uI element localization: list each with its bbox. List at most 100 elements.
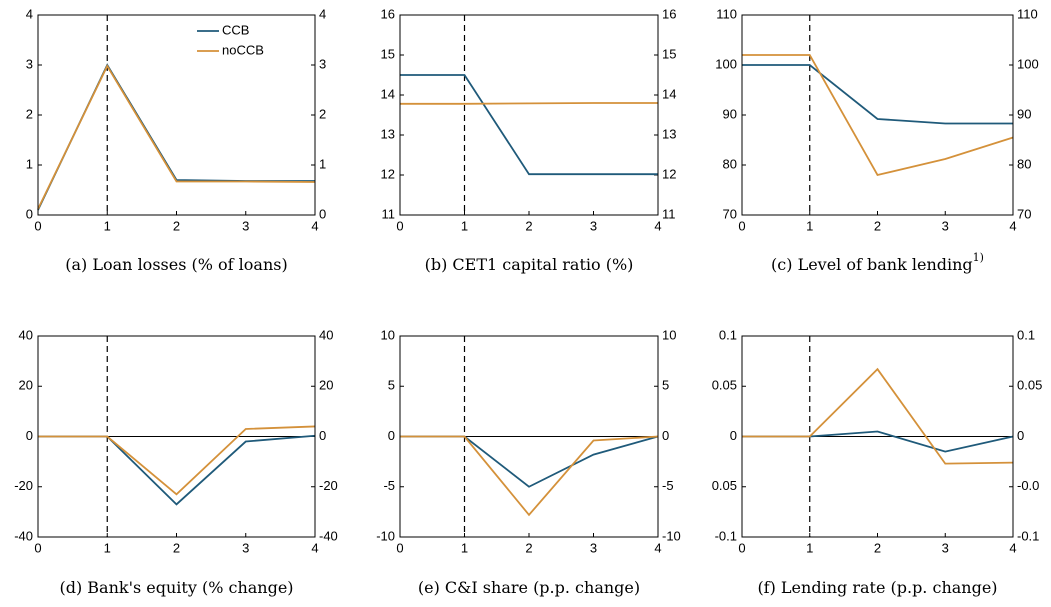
y2-tick-label: 12 xyxy=(662,166,676,181)
y2-tick-label: 20 xyxy=(319,378,333,393)
y-tick-label: 90 xyxy=(723,106,737,121)
x-tick-label: 4 xyxy=(654,540,661,555)
x-tick-label: 2 xyxy=(173,218,180,233)
x-tick-label: 2 xyxy=(874,218,881,233)
series-line xyxy=(38,425,316,496)
y2-tick-label: 100 xyxy=(1017,56,1039,71)
y-tick-label: 0.05 xyxy=(712,478,737,493)
y-tick-label: 13 xyxy=(381,126,395,141)
y2-tick-label: -5 xyxy=(662,478,674,493)
panel: -10 -5 0 5 10 -10 -5 0 5 10 0 1 2 3 4 (e) C&I share (p.… xyxy=(376,327,681,596)
y2-tick-label: 4 xyxy=(319,6,326,21)
x-tick-label: 0 xyxy=(738,218,745,233)
series-line xyxy=(742,64,1013,125)
y2-tick-label: 110 xyxy=(1017,6,1038,21)
series-line xyxy=(400,435,659,488)
x-tick-label: 0 xyxy=(34,540,41,555)
caption-text: (f) Lending rate (p.p. change) xyxy=(757,578,997,597)
panel: 70 80 90 100 110 70 80 90 100 110 0 1 2 3 4 (c) Level o… xyxy=(715,6,1038,273)
y2-tick-label: 16 xyxy=(662,6,676,21)
legend-label: CCB xyxy=(222,22,249,37)
y2-tick-label: -0.0 xyxy=(1017,478,1039,493)
x-tick-label: 3 xyxy=(242,218,249,233)
series-line xyxy=(742,430,1014,453)
x-tick-label: 3 xyxy=(242,540,249,555)
series-line xyxy=(400,102,658,105)
y-tick-label: 80 xyxy=(723,156,737,171)
y-tick-label: 14 xyxy=(381,86,395,101)
y-tick-label: 70 xyxy=(723,206,737,221)
y-tick-label: 0 xyxy=(26,206,33,221)
plot-frame xyxy=(399,335,659,538)
y2-tick-label: 3 xyxy=(319,56,326,71)
caption-text: (a) Loan losses (% of loans) xyxy=(65,255,287,274)
y-tick-label: 20 xyxy=(19,378,33,393)
y2-tick-label: 70 xyxy=(1017,206,1031,221)
y-tick-label: 110 xyxy=(716,6,737,21)
series-line xyxy=(37,63,315,211)
y2-tick-label: 1 xyxy=(319,156,326,171)
y2-tick-label: 15 xyxy=(662,46,676,61)
y-tick-label: 100 xyxy=(715,56,737,71)
y2-tick-label: 11 xyxy=(662,206,676,221)
caption: (e) C&I share (p.p. change) xyxy=(418,578,640,597)
y-tick-label: 0.05 xyxy=(712,378,737,393)
caption: (d) Bank's equity (% change) xyxy=(59,578,293,597)
series-line xyxy=(742,367,1014,465)
y-tick-label: 40 xyxy=(19,327,33,342)
legend-label: noCCB xyxy=(222,42,264,57)
y2-tick-label: 2 xyxy=(319,106,326,121)
y-tick-label: 15 xyxy=(381,46,395,61)
y-tick-label: 0 xyxy=(730,428,737,443)
y2-tick-label: 13 xyxy=(662,126,676,141)
caption: (b) CET1 capital ratio (%) xyxy=(425,255,634,274)
y2-tick-label: 0 xyxy=(319,206,326,221)
y2-tick-label: -20 xyxy=(319,478,338,493)
y2-tick-label: 0.05 xyxy=(1017,378,1042,393)
y-tick-label: 11 xyxy=(382,206,396,221)
caption: (f) Lending rate (p.p. change) xyxy=(757,578,997,597)
caption-note: 1) xyxy=(973,251,984,264)
caption: (c) Level of bank lending1) xyxy=(771,251,984,274)
y-tick-label: 4 xyxy=(26,6,33,21)
plot-frame xyxy=(741,335,1014,538)
x-tick-label: 4 xyxy=(1009,218,1016,233)
y2-tick-label: 90 xyxy=(1017,106,1031,121)
x-tick-label: 0 xyxy=(34,218,41,233)
y-tick-label: 0 xyxy=(26,428,33,443)
x-tick-label: 1 xyxy=(806,540,813,555)
x-tick-label: 4 xyxy=(311,540,318,555)
x-tick-label: 1 xyxy=(104,218,111,233)
x-tick-label: 3 xyxy=(942,540,949,555)
x-tick-label: 2 xyxy=(525,540,532,555)
x-tick-label: 0 xyxy=(738,540,745,555)
y2-tick-label: 0 xyxy=(1017,428,1024,443)
caption-text: (e) C&I share (p.p. change) xyxy=(418,578,640,597)
plot-frame xyxy=(37,335,316,538)
plot-frame xyxy=(741,14,1014,216)
y2-tick-label: -10 xyxy=(662,528,681,543)
x-tick-label: 1 xyxy=(104,540,111,555)
y-tick-label: -40 xyxy=(14,528,33,543)
series-line xyxy=(400,435,659,517)
y-tick-label: 0 xyxy=(388,428,395,443)
y2-tick-label: 0 xyxy=(662,428,669,443)
x-tick-label: 2 xyxy=(874,540,881,555)
y-tick-label: 1 xyxy=(26,156,33,171)
y-tick-label: 12 xyxy=(381,166,395,181)
y-tick-label: -5 xyxy=(383,478,395,493)
x-tick-label: 1 xyxy=(461,218,468,233)
series-line xyxy=(37,64,316,210)
y2-tick-label: -40 xyxy=(319,528,338,543)
caption-text: (b) CET1 capital ratio (%) xyxy=(425,255,634,274)
y-tick-label: 10 xyxy=(381,327,395,342)
y2-tick-label: 10 xyxy=(662,327,676,342)
y2-tick-label: -0.1 xyxy=(1017,528,1039,543)
x-tick-label: 4 xyxy=(654,218,661,233)
x-tick-label: 2 xyxy=(525,218,532,233)
y2-tick-label: 80 xyxy=(1017,156,1031,171)
y-tick-label: 2 xyxy=(26,106,33,121)
